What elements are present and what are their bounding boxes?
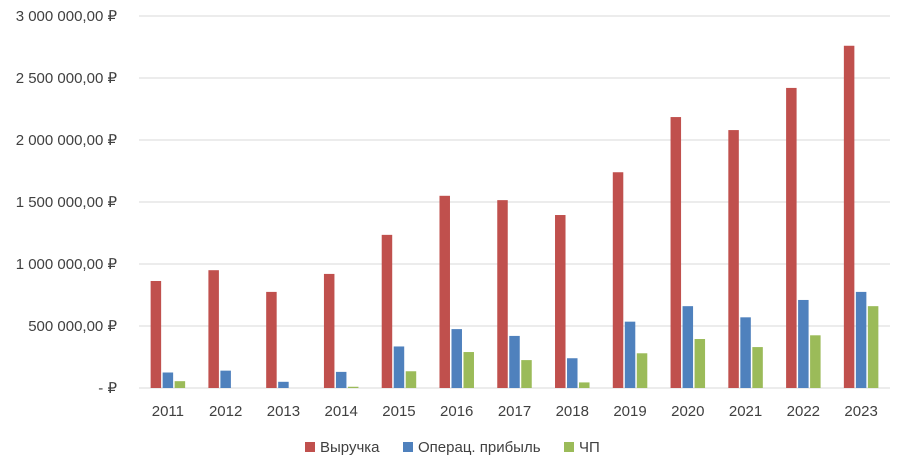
y-tick-label: 1 000 000,00 ₽ (16, 256, 118, 273)
bar-revenue (728, 130, 739, 388)
x-tick-label: 2013 (267, 403, 300, 420)
bar-net-profit (521, 360, 532, 388)
bar-operating-profit (740, 317, 751, 388)
bar-operating-profit (162, 372, 174, 388)
legend-label: Операц. прибыль (418, 439, 541, 456)
bar-revenue (670, 117, 682, 388)
bar-operating-profit (451, 329, 462, 388)
bar-revenue (843, 45, 855, 388)
y-tick-label: 500 000,00 ₽ (28, 318, 117, 335)
x-tick-label: 2011 (152, 403, 184, 420)
x-tick-label: 2021 (729, 403, 762, 420)
y-axis: - ₽ 500 000,00 ₽ 1 000 000,00 ₽ 1 500 000,0… (16, 8, 118, 397)
bar-net-profit (579, 382, 590, 388)
bar-operating-profit (682, 306, 694, 388)
bar-revenue (786, 87, 797, 389)
bar-operating-profit (509, 335, 520, 388)
bar-operating-profit (567, 358, 578, 388)
bars (150, 45, 879, 389)
legend-swatch (403, 442, 413, 452)
x-tick-label: 2016 (440, 403, 473, 420)
legend-swatch (564, 442, 574, 452)
bar-net-profit (636, 353, 648, 388)
bar-revenue (555, 215, 566, 388)
x-tick-label: 2019 (613, 403, 646, 420)
bar-revenue (266, 291, 277, 388)
bar-operating-profit (220, 370, 231, 388)
bar-revenue (439, 195, 450, 388)
bar-net-profit (867, 306, 879, 388)
bar-net-profit (174, 381, 186, 388)
bar-revenue (323, 273, 335, 388)
bar-net-profit (405, 371, 417, 388)
gridlines (139, 15, 890, 389)
x-tick-label: 2022 (787, 403, 820, 420)
bar-net-profit (694, 339, 706, 388)
x-tick-label: 2023 (844, 403, 877, 420)
bar-net-profit (752, 347, 763, 388)
x-tick-label: 2017 (498, 403, 531, 420)
bar-operating-profit (855, 291, 867, 388)
bar-net-profit (810, 335, 821, 388)
x-tick-label: 2018 (556, 403, 589, 420)
bar-revenue (208, 270, 219, 388)
y-tick-label: 3 000 000,00 ₽ (16, 8, 118, 25)
y-tick-label: 2 500 000,00 ₽ (16, 70, 118, 87)
legend-swatch (305, 442, 315, 452)
legend: Выручка Операц. прибыль ЧП (305, 439, 600, 456)
bar-revenue (612, 172, 624, 388)
x-tick-label: 2015 (382, 403, 415, 420)
x-tick-label: 2014 (325, 403, 358, 420)
bar-net-profit (347, 386, 359, 388)
bar-operating-profit (278, 381, 289, 388)
bar-revenue (150, 280, 162, 388)
y-tick-label: 2 000 000,00 ₽ (16, 132, 118, 149)
bar-operating-profit (624, 321, 636, 388)
x-tick-label: 2012 (209, 403, 242, 420)
bar-revenue (381, 234, 393, 388)
y-tick-label: 1 500 000,00 ₽ (16, 194, 118, 211)
bar-revenue (497, 200, 508, 388)
bar-operating-profit (335, 371, 347, 388)
legend-label: ЧП (579, 439, 600, 456)
bar-net-profit (463, 352, 474, 388)
bar-operating-profit (393, 346, 405, 388)
x-tick-label: 2020 (671, 403, 704, 420)
bar-operating-profit (798, 299, 809, 388)
y-tick-label: - ₽ (98, 380, 117, 397)
x-axis: 2011 2012 2013 2014 2015 2016 2017 2018 2019 2020… (152, 403, 878, 420)
legend-label: Выручка (320, 439, 380, 456)
